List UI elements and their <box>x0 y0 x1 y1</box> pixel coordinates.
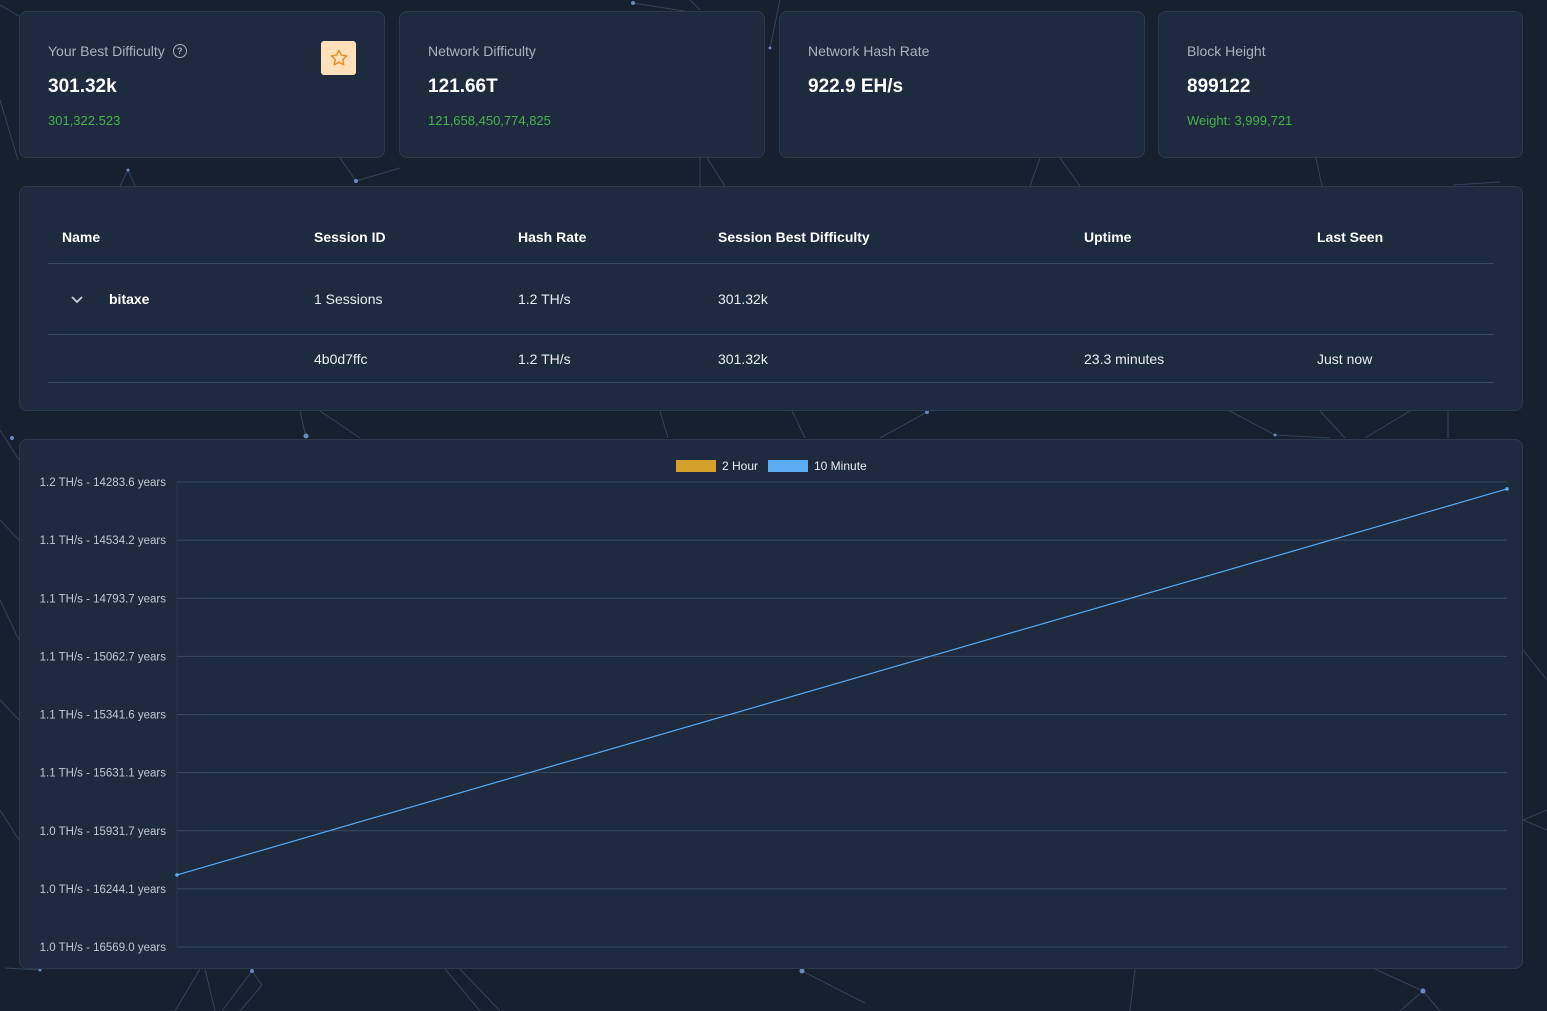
worker-sessions: 1 Sessions <box>314 263 518 335</box>
workers-table: Name Session ID Hash Rate Session Best D… <box>48 211 1494 383</box>
y-tick-label: 1.2 TH/s - 14283.6 years <box>40 477 167 489</box>
stat-card-block-height: Block Height 899122 Weight: 3,999,721 <box>1158 11 1523 158</box>
session-row: 4b0d7ffc 1.2 TH/s 301.32k 23.3 minutes J… <box>48 334 1494 383</box>
column-header-last-seen[interactable]: Last Seen <box>1317 211 1494 264</box>
workers-table-card: Name Session ID Hash Rate Session Best D… <box>19 186 1523 411</box>
session-best-difficulty: 301.32k <box>718 334 1084 383</box>
stat-value: 899122 <box>1187 76 1251 97</box>
stat-value: 922.9 EH/s <box>808 76 904 97</box>
stat-value: 301.32k <box>48 76 117 97</box>
hashrate-chart-card: 1.2 TH/s - 14283.6 years 1.1 TH/s - 14534… <box>19 439 1523 969</box>
table-header-row: Name Session ID Hash Rate Session Best D… <box>48 211 1494 264</box>
star-icon <box>330 49 347 66</box>
series-line-10-minute <box>176 488 1508 876</box>
stat-sub-value: 301,322.523 <box>48 113 121 128</box>
data-point <box>175 873 179 877</box>
chevron-down-icon[interactable] <box>48 292 94 306</box>
stat-card-best-difficulty: Your Best Difficulty ? 301.32k 301,322.5… <box>19 11 385 158</box>
y-tick-label: 1.1 TH/s - 15631.1 years <box>40 768 167 780</box>
session-id: 4b0d7ffc <box>314 334 518 383</box>
y-tick-label: 1.1 TH/s - 14793.7 years <box>40 593 167 605</box>
data-point <box>1505 487 1509 491</box>
session-last-seen: Just now <box>1317 334 1494 383</box>
worker-row[interactable]: bitaxe 1 Sessions 1.2 TH/s 301.32k <box>48 263 1494 335</box>
y-tick-label: 1.1 TH/s - 14534.2 years <box>40 535 167 547</box>
y-tick-label: 1.1 TH/s - 15341.6 years <box>40 710 167 722</box>
legend-swatch <box>676 460 716 472</box>
y-tick-label: 1.0 TH/s - 16244.1 years <box>40 884 167 896</box>
y-tick-label: 1.0 TH/s - 15931.7 years <box>40 826 167 838</box>
session-uptime: 23.3 minutes <box>1084 334 1317 383</box>
stat-card-network-difficulty: Network Difficulty 121.66T 121,658,450,7… <box>399 11 765 158</box>
column-header-best-difficulty[interactable]: Session Best Difficulty <box>718 211 1084 264</box>
stat-sub-value: Weight: 3,999,721 <box>1187 113 1293 128</box>
stat-label: Network Difficulty <box>428 43 536 59</box>
y-tick-label: 1.0 TH/s - 16569.0 years <box>40 942 167 954</box>
y-tick-label: 1.1 TH/s - 15062.7 years <box>40 651 167 663</box>
stat-card-network-hash-rate: Network Hash Rate 922.9 EH/s <box>779 11 1145 158</box>
session-hash-rate: 1.2 TH/s <box>518 334 718 383</box>
column-header-session-id[interactable]: Session ID <box>314 211 518 264</box>
legend-label: 2 Hour <box>722 459 758 473</box>
column-header-hash-rate[interactable]: Hash Rate <box>518 211 718 264</box>
stat-label: Network Hash Rate <box>808 43 930 59</box>
legend-swatch <box>768 460 808 472</box>
favorite-button[interactable] <box>321 41 356 75</box>
stat-value: 121.66T <box>428 76 498 97</box>
stat-label: Block Height <box>1187 43 1266 59</box>
hashrate-chart: 1.2 TH/s - 14283.6 years 1.1 TH/s - 14534… <box>40 459 1509 954</box>
stat-label: Your Best Difficulty <box>48 43 165 59</box>
question-circle-icon[interactable]: ? <box>172 44 187 58</box>
worker-best-difficulty: 301.32k <box>718 263 1084 335</box>
column-header-uptime[interactable]: Uptime <box>1084 211 1317 264</box>
legend-label: 10 Minute <box>814 459 867 473</box>
stat-sub-value: 121,658,450,774,825 <box>428 113 551 128</box>
worker-hash-rate: 1.2 TH/s <box>518 263 718 335</box>
column-header-name[interactable]: Name <box>48 211 314 264</box>
worker-name: bitaxe <box>109 291 150 307</box>
